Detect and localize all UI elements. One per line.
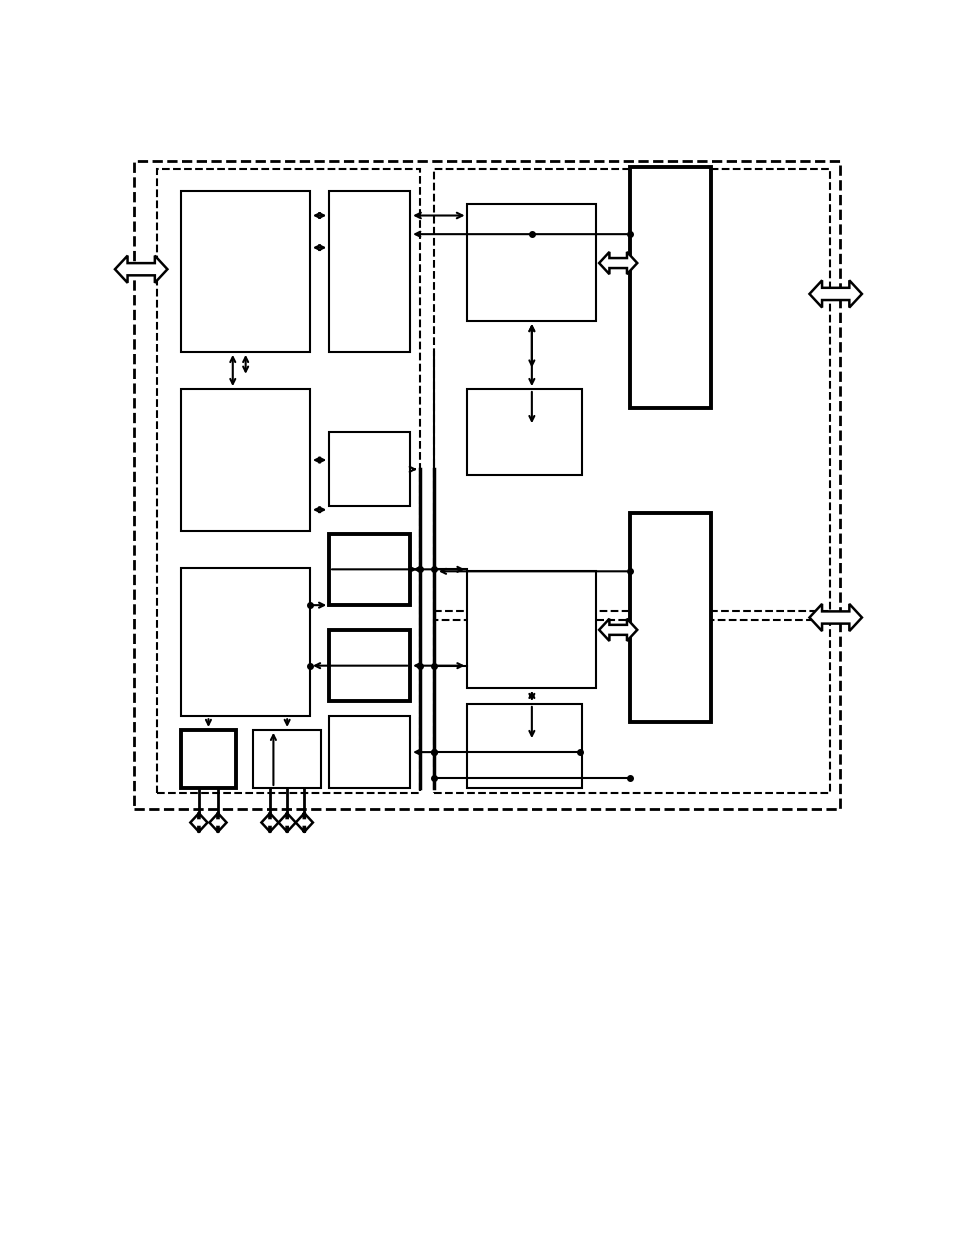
Bar — [181, 389, 310, 531]
Bar — [181, 191, 310, 352]
Bar — [253, 730, 321, 788]
Bar — [133, 161, 839, 809]
Polygon shape — [295, 813, 313, 832]
Bar — [181, 730, 235, 788]
Bar — [629, 513, 710, 722]
Polygon shape — [598, 619, 637, 641]
Bar — [467, 204, 596, 321]
Polygon shape — [808, 604, 861, 631]
Polygon shape — [808, 280, 861, 308]
Bar — [629, 167, 710, 408]
Bar — [329, 716, 410, 788]
Bar — [329, 630, 410, 701]
Polygon shape — [261, 813, 278, 832]
Bar — [434, 620, 829, 793]
Polygon shape — [190, 813, 208, 832]
Bar — [329, 191, 410, 352]
Bar — [157, 169, 419, 793]
Bar — [434, 169, 829, 611]
Bar — [181, 568, 310, 716]
Bar — [329, 432, 410, 506]
Bar — [467, 389, 581, 475]
Bar — [329, 534, 410, 605]
Polygon shape — [114, 256, 167, 283]
Polygon shape — [209, 813, 227, 832]
Polygon shape — [278, 813, 295, 832]
Polygon shape — [598, 252, 637, 274]
Bar — [467, 704, 581, 788]
Bar — [467, 571, 596, 688]
